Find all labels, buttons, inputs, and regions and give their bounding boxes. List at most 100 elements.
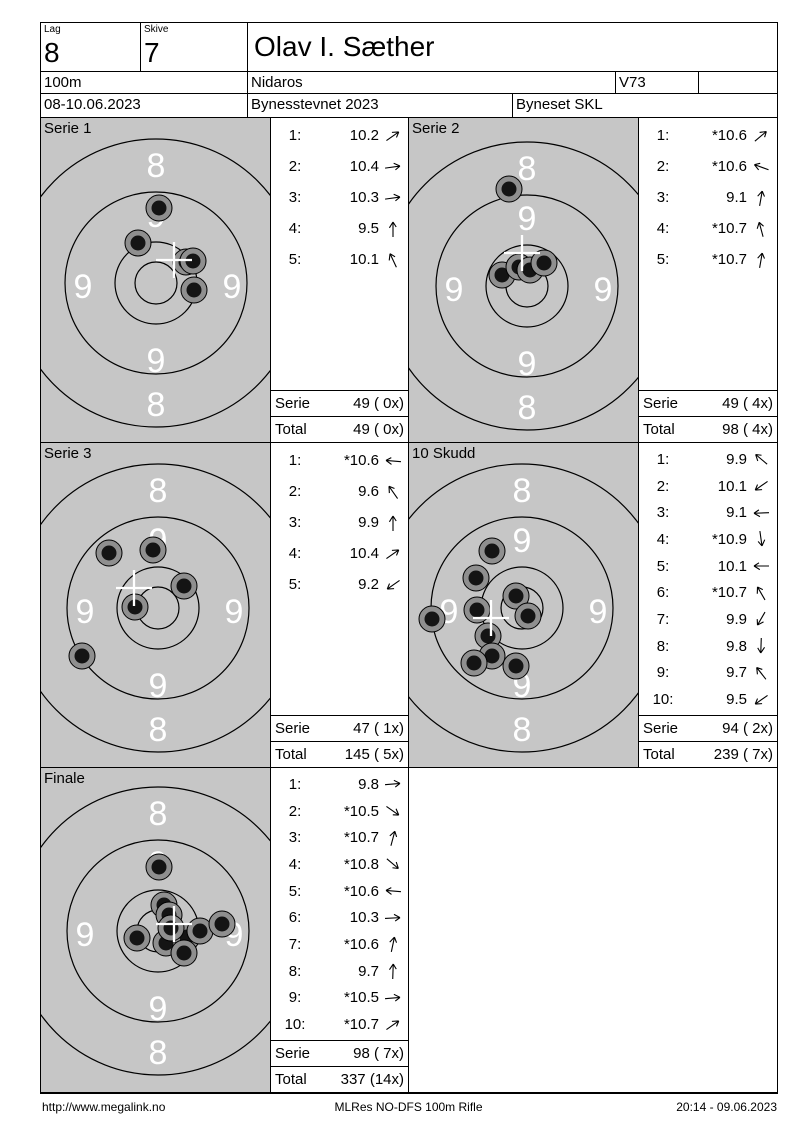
shot-value: *10.7 [711,220,747,237]
footer-printed: 20:14 - 09.06.2023 [676,1100,777,1114]
ring-circle [66,839,250,1023]
shotlist-finale: 1: 9.8 2: *10.5 3: *10.7 4: *10.8 5: *10.6 6: 10.3 7… [271,768,409,1093]
shot-direction-arrow-icon [388,963,397,980]
shot-direction-arrow-icon [389,937,398,953]
total-score-row: Total 337 (14x) [271,1066,408,1092]
shotlist-serie-1: 1: 10.2 2: 10.4 3: 10.3 4: 9.5 5: 10.1 Serie 49 ( 0… [271,118,409,443]
shot-direction [747,157,775,177]
skive-label: Skive [144,24,169,35]
shot-row: 3: 9.9 [271,507,408,538]
ring-number-label: 8 [149,795,168,833]
shot-row: 8: 9.8 [639,633,777,660]
shot-row: 5: *10.6 [271,878,408,905]
ring-number-label: 9 [225,593,244,631]
shot-row: 2: *10.5 [271,798,408,825]
shot-direction [747,449,775,469]
shot-hole-inner [484,648,500,664]
shot-value: *10.6 [711,158,747,175]
shot-hole-inner [130,235,146,251]
shot-direction-arrow-icon [386,130,400,141]
shot-direction [379,854,407,874]
serie-label: Serie [643,395,679,412]
shot-direction-arrow-icon [753,509,770,517]
shot-row: 6: 10.3 [271,904,408,931]
ring-number-label: 8 [149,472,168,510]
shot-value: 9.6 [358,483,379,500]
shot-number: 5: [288,882,302,900]
empty-header-cell [699,72,777,94]
total-label: Total [275,421,307,438]
total-score-row: Total 145 ( 5x) [271,741,408,767]
ring-circle [41,463,270,753]
shot-number: 4: [288,855,302,873]
shot-direction [379,908,407,928]
shot-value: 10.1 [717,557,747,575]
shot-number: 2: [288,802,302,820]
shot-direction [379,575,407,595]
ring-number-label: 8 [147,386,166,424]
shot-hole-inner [508,588,524,604]
shot-direction-arrow-icon [386,1019,400,1030]
serie-value: 94 ( 2x) [722,720,773,737]
shot-hole-inner [186,282,202,298]
shotlist-10-skudd: 1: 9.9 2: 10.1 3: 9.1 4: *10.9 5: 10.1 6: *10.7 7: 9.… [639,443,777,768]
target-serie-2: 8 9 9 9 9 8 Serie 2 [409,118,639,443]
shot-number: 9: [656,664,670,682]
shot-hole-inner [185,253,201,269]
shot-number: 6: [288,909,302,927]
shot-direction [379,188,407,208]
shot-value: *10.6 [343,935,379,953]
shot-hole-inner [424,611,440,627]
shot-number: 2: [656,477,670,495]
shot-direction-arrow-icon [385,456,402,465]
shot-hole-inner [145,542,161,558]
shot-row: 2: 10.1 [639,473,777,500]
total-value: 98 ( 4x) [722,421,773,438]
shot-direction-arrow-icon [386,548,400,559]
shot-rows: 1: 9.9 2: 10.1 3: 9.1 4: *10.9 5: 10.1 6: *10.7 7: 9.… [639,443,777,713]
shot-direction-arrow-icon [384,993,401,1002]
ring-number-label: 9 [74,268,93,306]
shot-direction-arrow-icon [757,638,766,654]
ring-circle [66,516,250,700]
shot-number: 7: [656,610,670,628]
shot-number: 10: [652,691,674,709]
shot-value: 9.9 [726,450,747,468]
panel-title-finale: Finale [44,770,85,787]
lag-cell: Lag 8 [41,23,141,72]
serie-score-row: Serie 49 ( 0x) [271,390,408,416]
date-cell: 08-10.06.2023 [41,94,248,118]
shot-value: 9.8 [726,637,747,655]
shot-direction [379,881,407,901]
shot-value: 9.8 [358,775,379,793]
ring-number-label: 9 [76,593,95,631]
shot-direction-arrow-icon [755,454,768,465]
total-label: Total [643,421,675,438]
shot-row: 5: 9.2 [271,569,408,600]
shot-row: 10: 9.5 [639,686,777,713]
shot-hole-inner [151,859,167,875]
shot-row: 9: 9.7 [639,660,777,687]
serie-label: Serie [643,720,679,737]
skive-value: 7 [144,37,160,68]
serie-score-row: Serie 47 ( 1x) [271,715,408,741]
shot-number: 3: [656,189,670,206]
shot-hole-inner [101,545,117,561]
shot-value: *10.7 [343,829,379,847]
shot-number: 3: [288,514,302,531]
shot-row: 9: *10.5 [271,985,408,1012]
shot-direction-arrow-icon [388,252,397,267]
shot-row: 4: *10.9 [639,526,777,553]
shot-value: 9.7 [358,962,379,980]
shot-direction [747,529,775,549]
total-value: 145 ( 5x) [344,746,404,763]
shot-number: 4: [656,220,670,237]
shot-number: 8: [656,637,670,655]
shot-hole-inner [501,181,517,197]
